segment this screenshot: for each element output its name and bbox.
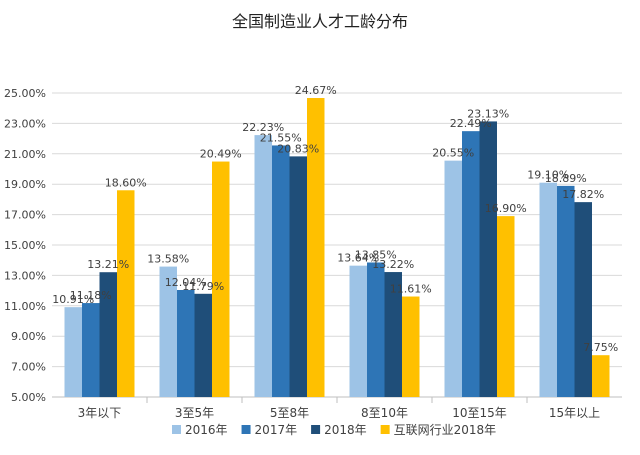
legend-swatch [172,425,181,434]
data-label: 13.85% [355,248,397,261]
data-label: 20.49% [200,148,242,161]
x-tick-label: 3至5年 [175,406,214,420]
bar [497,216,515,397]
bar [254,135,272,397]
legend: 2016年 2017年 2018年 互联网行业2018年 [172,423,496,437]
bar [367,262,385,397]
data-label: 22.23% [242,121,284,134]
data-label: 12.04% [165,276,207,289]
data-label: 18.60% [105,176,147,189]
bar [177,289,195,397]
data-label: 11.61% [390,283,432,296]
y-tick-label: 25.00% [4,87,46,100]
y-axis: 5.00% 7.00% 9.00% 11.00% 13.00% 15.00% 17.00% 1… [4,87,46,404]
y-tick-label: 21.00% [4,148,46,161]
bar [99,272,117,397]
bar [384,272,402,397]
y-tick-label: 11.00% [4,300,46,313]
data-label: 20.55% [432,147,474,160]
data-label: 22.49% [450,117,492,130]
data-label: 10.91% [52,293,94,306]
bar [349,265,367,397]
data-labels: 10.91%11.18% 13.21% 18.60% 13.58% 12.04%11.7… [52,84,618,354]
data-label: 19.10% [527,169,569,182]
data-label: 11.79% [182,280,224,293]
y-tick-label: 13.00% [4,269,46,282]
legend-swatch [380,425,390,434]
data-label: 11.18% [70,289,112,302]
bar [82,303,100,397]
y-tick-label: 17.00% [4,209,46,222]
legend-label: 互联网行业2018年 [394,423,497,437]
bar [539,182,557,397]
bar [307,98,325,398]
x-tick-label: 10至15年 [452,406,507,420]
bar [289,156,307,397]
bar [444,160,462,397]
data-label: 13.64% [337,252,379,265]
chart-title: 全国制造业人才工龄分布 [232,12,408,31]
bar [212,161,230,397]
bar [159,266,177,397]
data-label: 23.13% [467,107,509,120]
data-label: 13.22% [372,258,414,271]
bar [462,131,480,398]
data-label: 24.67% [295,84,337,97]
x-tick-label: 8至10年 [361,406,408,420]
x-axis: 3年以下 3至5年 5至8年 8至10年 10至15年 15年以上 [78,397,600,420]
bar [479,121,497,397]
bar [64,307,82,397]
bar [574,202,592,397]
legend-label: 2018年 [324,423,367,437]
data-label: 17.82% [562,188,604,201]
bar [194,293,212,397]
bar [402,296,420,397]
x-tick-label: 15年以上 [549,406,600,420]
legend-label: 2016年 [185,423,228,437]
y-tick-label: 23.00% [4,117,46,130]
data-label: 13.58% [147,253,189,266]
bar [117,190,135,397]
data-label: 7.75% [583,341,618,354]
bar [557,185,575,397]
legend-swatch [241,425,251,434]
y-tick-label: 7.00% [11,361,46,374]
x-tick-label: 5至8年 [270,406,309,420]
y-tick-label: 5.00% [11,391,46,404]
data-label: 13.21% [87,258,129,271]
y-tick-label: 19.00% [4,178,46,191]
bar [272,145,290,397]
legend-swatch [311,425,321,434]
x-tick-label: 3年以下 [78,406,122,420]
y-tick-label: 9.00% [11,330,46,343]
legend-label: 2017年 [255,423,298,437]
data-label: 21.55% [260,131,302,144]
y-tick-label: 15.00% [4,239,46,252]
data-label: 20.83% [277,142,319,155]
gridlines [52,92,622,398]
bar [592,355,610,397]
bars [64,98,610,398]
data-label: 16.90% [485,202,527,215]
data-label: 18.89% [545,172,587,185]
